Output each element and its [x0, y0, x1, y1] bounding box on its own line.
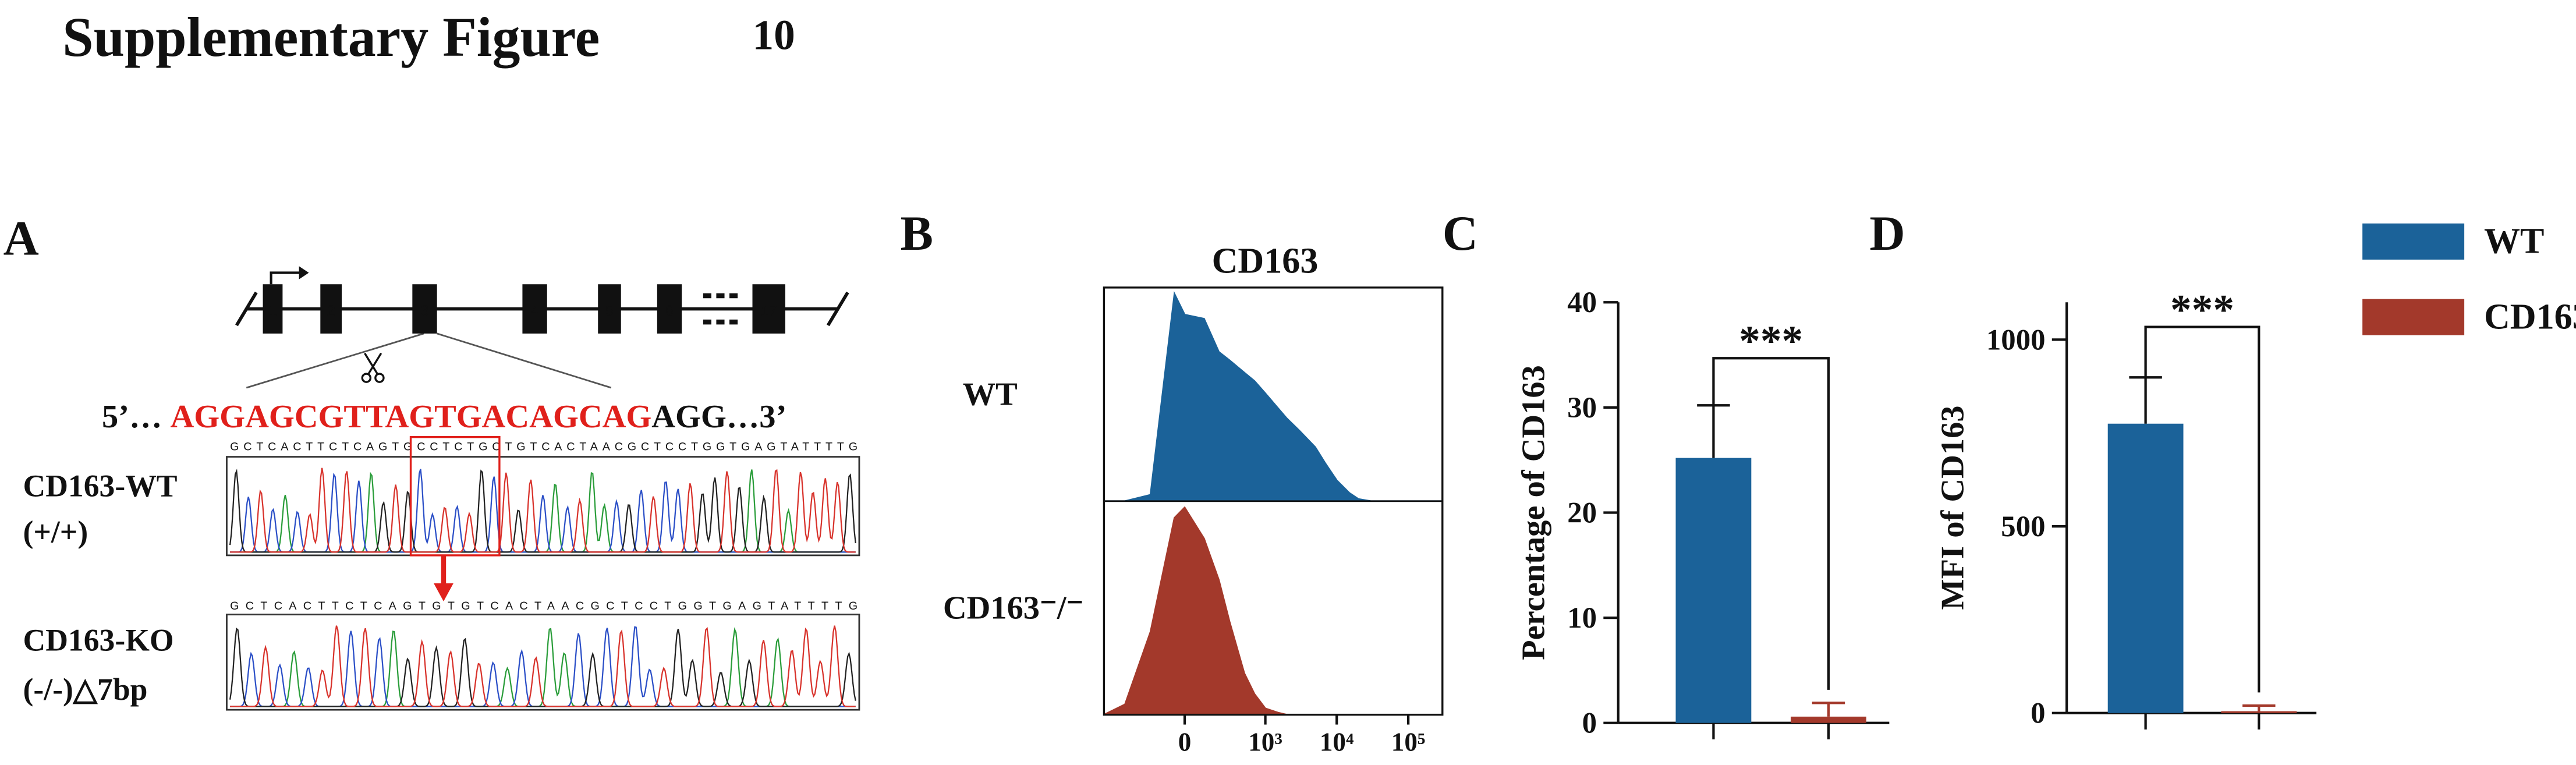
tss-arrowhead	[299, 266, 309, 279]
y-tick-label: 500	[2001, 510, 2045, 543]
trace-g	[229, 627, 856, 707]
x-tick-label: 10⁵	[1391, 728, 1426, 757]
y-tick-label: 1000	[1986, 323, 2046, 356]
legend-label: CD163⁻/⁻	[2484, 297, 2576, 337]
bar	[2221, 711, 2297, 713]
y-tick-label: 20	[1567, 496, 1597, 529]
exon-label: 5	[605, 303, 614, 319]
trace-a	[230, 627, 856, 707]
break-mark	[826, 291, 849, 327]
y-tick-label: 40	[1567, 286, 1597, 318]
wt-read: GCTCACTTCTCAGTGCCTCTGCTGTCACTAACGCTCCTGG…	[230, 440, 858, 453]
legend-swatch	[2362, 299, 2465, 335]
density-area	[1104, 291, 1443, 502]
error-bar	[1812, 702, 1845, 717]
exon	[263, 284, 283, 334]
y-axis-label: Percentage of CD163	[1516, 365, 1552, 660]
wt-label: CD163-WT	[23, 468, 178, 503]
wt-trace	[229, 468, 856, 553]
bar	[1675, 458, 1752, 723]
y-tick-label: 0	[1582, 707, 1597, 739]
exon-label: 17	[761, 303, 777, 319]
deletion-box	[409, 435, 501, 557]
y-tick-label: 30	[1567, 391, 1597, 424]
panel-label: C	[1443, 207, 1478, 261]
density-area	[1103, 506, 1443, 716]
ko-label: CD163-KO	[23, 623, 174, 658]
tss-arrow	[270, 271, 303, 285]
exon	[598, 284, 621, 334]
legend-swatch	[2362, 223, 2465, 260]
panel-label: D	[1870, 207, 1905, 261]
series-label: CD163⁻/⁻	[943, 590, 1083, 626]
ko-genotype: (-/-)△7bp	[23, 672, 148, 707]
sequence-suffix: …3’	[727, 399, 786, 435]
scissors-icon	[361, 352, 385, 383]
sequence: 5’… AGGAGCGTTAGTGACAGCAGAGG…3’	[102, 399, 786, 435]
x-tick-label: 10³	[1248, 728, 1282, 757]
trace-t	[230, 468, 856, 553]
exon-label: 2	[327, 303, 335, 319]
series-label: WT	[963, 377, 1018, 413]
figure-title: Supplementary Figure	[62, 6, 600, 68]
exon-label: 6	[665, 303, 674, 319]
exon-label: 3	[420, 303, 428, 319]
significance-label: ***	[2170, 286, 2234, 333]
zoom-line	[437, 332, 612, 389]
y-tick-label: 0	[2031, 697, 2045, 729]
legend-label: WT	[2484, 222, 2544, 261]
sequence-prefix: 5’…	[102, 399, 171, 435]
error-bar	[1697, 404, 1730, 458]
trace-c	[230, 626, 856, 707]
panel-a: A 5’… AGGAGCGTTAGTGACAGCAGAGG…3’ CD163-W…	[3, 211, 860, 711]
exon	[522, 284, 547, 334]
deletion-arrowhead	[434, 583, 453, 601]
significance-label: ***	[1739, 317, 1803, 364]
x-tick-label: 10⁴	[1320, 728, 1354, 757]
sequence-target: AGGAGCGTTAGTGACAGCAG	[171, 399, 652, 435]
error-bar	[2242, 704, 2276, 711]
error-bar	[2129, 376, 2162, 424]
exon	[657, 284, 682, 334]
wt-genotype: (+/+)	[23, 514, 88, 549]
zoom-line	[246, 332, 424, 389]
ko-trace	[229, 625, 856, 707]
break-mark	[235, 291, 258, 327]
y-tick-label: 10	[1567, 601, 1597, 634]
charts: B CD163 WT CD163⁻/⁻ 0 10³ 10⁴ 10⁵ C 0 10 20 30 40 Perc…	[900, 207, 2576, 757]
exon	[412, 284, 437, 334]
bar	[1791, 716, 1866, 723]
exon	[752, 284, 785, 334]
exon-label: 4	[531, 303, 539, 319]
chromatogram-frame	[226, 614, 860, 711]
panel-label: B	[900, 207, 933, 261]
sequence-pam: AGG	[651, 399, 727, 435]
figure-number: 10	[753, 12, 795, 59]
significance-bracket	[1712, 357, 1830, 690]
y-axis-label: MFI of CD163	[1934, 405, 1971, 610]
exon-label: 1	[268, 303, 277, 319]
significance-bracket	[2144, 325, 2260, 693]
panel-label: A	[3, 211, 39, 265]
plot-frame	[1103, 286, 1444, 716]
ko-read: GCTCACTTCTCAGTGTGTCACTAACGCTCCTGGTGAGTAT…	[230, 600, 858, 612]
trace-t	[230, 625, 856, 707]
bar	[2107, 423, 2184, 713]
x-tick-label: 0	[1178, 728, 1192, 757]
exon	[320, 284, 342, 334]
chromatogram-frame	[226, 456, 860, 557]
chart-title: CD163	[1212, 241, 1319, 281]
